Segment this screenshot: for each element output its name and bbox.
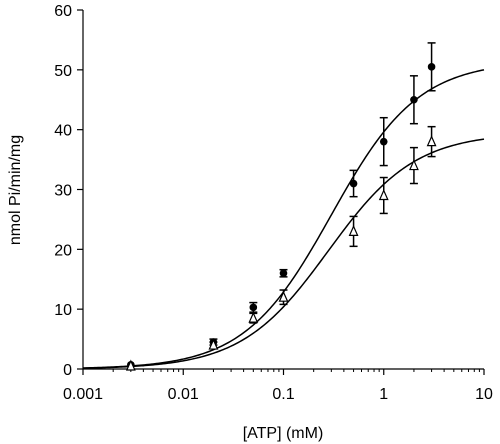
data-point-circle bbox=[427, 63, 436, 71]
data-point-circle bbox=[279, 269, 288, 278]
y-tick-label: 50 bbox=[54, 63, 72, 80]
data-point-triangle bbox=[248, 311, 259, 323]
fit-curve-2 bbox=[82, 138, 485, 369]
fit-curve-1 bbox=[82, 69, 485, 369]
data-point-triangle bbox=[426, 135, 437, 147]
x-tick-label: 10 bbox=[475, 386, 493, 403]
data-point-triangle bbox=[208, 338, 219, 350]
data-point-triangle bbox=[125, 359, 136, 371]
y-tick-label: 40 bbox=[54, 123, 72, 140]
data-points bbox=[125, 42, 437, 371]
ticks: 0 10 20 30 40 50 60 0.001 0.01 0.1 1 10 bbox=[54, 3, 493, 403]
data-point-circle bbox=[349, 179, 358, 188]
x-axis-label: [ATP] (mM) bbox=[243, 425, 324, 442]
data-point-circle bbox=[249, 303, 258, 312]
y-tick-label: 30 bbox=[54, 183, 72, 200]
x-tick-label: 1 bbox=[379, 386, 388, 403]
y-tick-label: 0 bbox=[63, 362, 72, 379]
data-point-triangle bbox=[278, 290, 289, 302]
y-tick-label: 60 bbox=[54, 3, 72, 20]
fit-curves bbox=[82, 69, 485, 369]
data-point-circle bbox=[379, 137, 388, 146]
data-point-circle bbox=[410, 95, 418, 104]
x-tick-label: 0.01 bbox=[168, 386, 199, 403]
y-axis-label: nmol Pi/min/mg bbox=[7, 135, 24, 245]
data-point-triangle bbox=[409, 159, 419, 171]
data-point-triangle bbox=[378, 189, 389, 201]
y-tick-label: 10 bbox=[54, 302, 72, 319]
data-point-triangle bbox=[348, 224, 359, 236]
x-tick-label: 0.1 bbox=[272, 386, 294, 403]
y-tick-label: 20 bbox=[54, 242, 72, 259]
axes bbox=[82, 10, 484, 370]
x-tick-label: 0.001 bbox=[63, 386, 103, 403]
